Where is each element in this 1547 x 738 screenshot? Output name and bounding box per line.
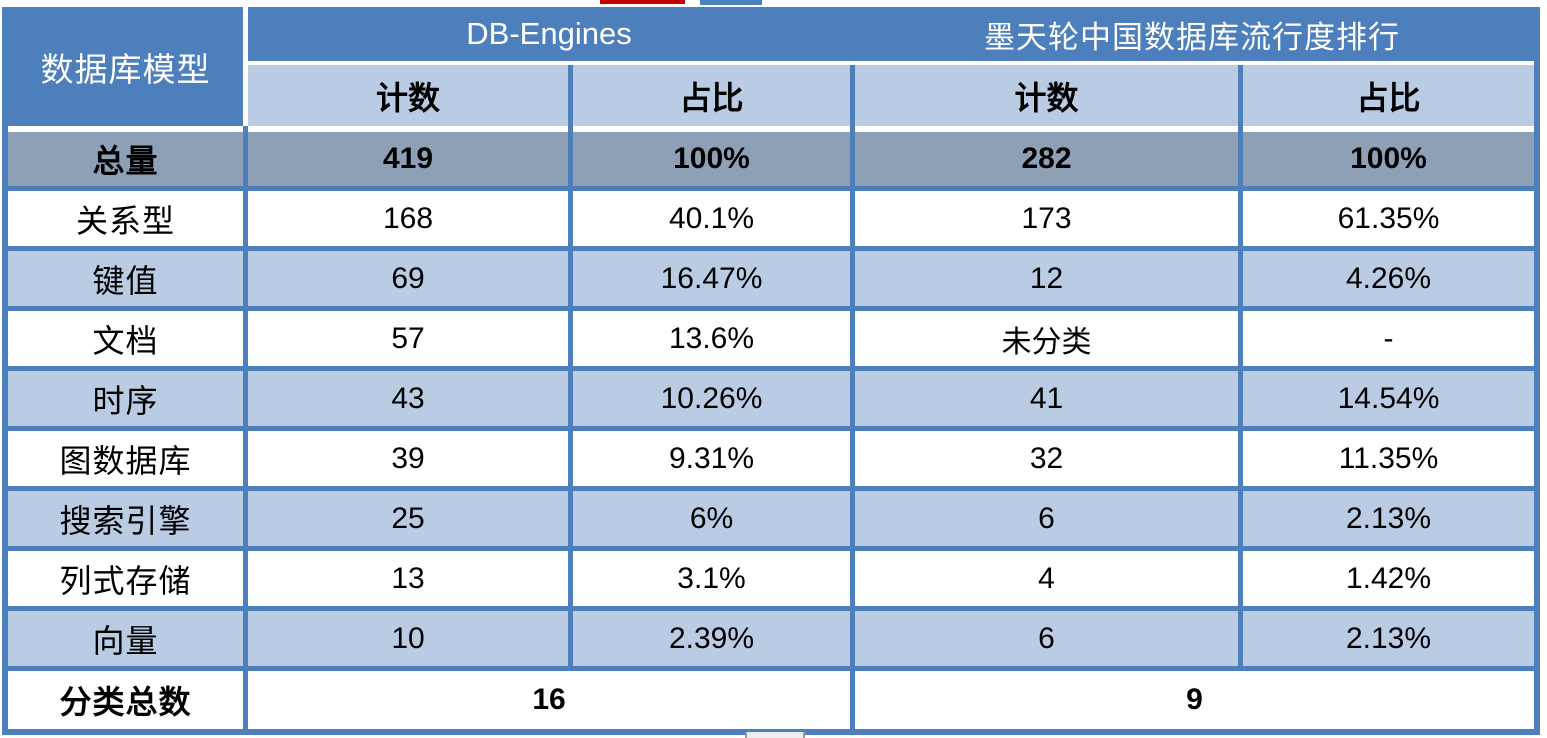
grid-line-segment — [568, 126, 573, 132]
value-cell: 57 — [248, 311, 568, 366]
row-label-cell: 列式存储 — [8, 551, 243, 606]
row-label-cell: 文档 — [8, 311, 243, 366]
footer-modb-category-total: 9 — [855, 671, 1534, 729]
bottom-edge-widget-artifact — [745, 732, 805, 738]
value-cell: 25 — [248, 491, 568, 546]
value-cell: 16.47% — [573, 251, 850, 306]
value-cell: 13 — [248, 551, 568, 606]
value-cell: 2.13% — [1243, 611, 1534, 666]
value-cell: 100% — [1243, 132, 1534, 186]
value-cell: 3.1% — [573, 551, 850, 606]
top-edge-red-artifact — [600, 0, 685, 4]
value-cell: 9.31% — [573, 431, 850, 486]
value-cell: 6% — [573, 491, 850, 546]
header-right-section: DB-Engines 墨天轮中国数据库流行度排行 计数 占比 计数 占比 — [248, 7, 1534, 126]
value-cell: - — [1243, 311, 1534, 366]
value-cell: 6 — [855, 491, 1238, 546]
database-model-comparison-table: 数据库模型 DB-Engines 墨天轮中国数据库流行度排行 计数 占比 计数 … — [2, 7, 1540, 735]
subcolumn-header-row: 计数 占比 计数 占比 — [248, 65, 1534, 126]
value-cell: 2.39% — [573, 611, 850, 666]
grid-line-segment — [243, 126, 248, 132]
value-cell: 6 — [855, 611, 1238, 666]
value-cell: 2.13% — [1243, 491, 1534, 546]
value-cell: 419 — [248, 132, 568, 186]
value-cell: 40.1% — [573, 191, 850, 246]
row-label-cell: 时序 — [8, 371, 243, 426]
group-header-row: DB-Engines 墨天轮中国数据库流行度排行 — [248, 7, 1534, 65]
value-cell: 43 — [248, 371, 568, 426]
value-cell: 282 — [855, 132, 1238, 186]
value-cell: 1.42% — [1243, 551, 1534, 606]
value-cell: 168 — [248, 191, 568, 246]
value-cell: 61.35% — [1243, 191, 1534, 246]
value-cell: 41 — [855, 371, 1238, 426]
table-body: 总量 419 100% 282 100% 关系型 168 40.1% 173 61.35% 键值 69… — [8, 132, 1534, 729]
subheader-db-engines-count: 计数 — [248, 65, 568, 126]
row-label-cell: 关系型 — [8, 191, 243, 246]
value-cell: 69 — [248, 251, 568, 306]
row-label-cell: 图数据库 — [8, 431, 243, 486]
top-edge-blue-artifact — [700, 0, 762, 5]
value-cell: 11.35% — [1243, 431, 1534, 486]
group-header-modb-ranking: 墨天轮中国数据库流行度排行 — [984, 19, 1400, 55]
subheader-db-engines-share: 占比 — [573, 65, 850, 126]
value-cell: 4 — [855, 551, 1238, 606]
row-label-cell: 总量 — [8, 132, 243, 186]
value-cell: 32 — [855, 431, 1238, 486]
grid-line-segment — [850, 126, 855, 132]
value-cell: 12 — [855, 251, 1238, 306]
footer-label-cell: 分类总数 — [8, 671, 243, 729]
footer-db-engines-category-total: 16 — [248, 671, 850, 729]
subheader-modb-share: 占比 — [1243, 65, 1534, 126]
value-cell: 173 — [855, 191, 1238, 246]
row-label-cell: 向量 — [8, 611, 243, 666]
corner-header-cell: 数据库模型 — [8, 7, 248, 126]
value-cell: 14.54% — [1243, 371, 1534, 426]
subheader-modb-count: 计数 — [855, 65, 1238, 126]
header-body-separator — [8, 126, 1534, 132]
grid-line-segment — [1238, 126, 1243, 132]
value-cell: 未分类 — [855, 311, 1238, 366]
row-label-cell: 搜索引擎 — [8, 491, 243, 546]
value-cell: 4.26% — [1243, 251, 1534, 306]
row-label-cell: 键值 — [8, 251, 243, 306]
value-cell: 39 — [248, 431, 568, 486]
value-cell: 13.6% — [573, 311, 850, 366]
value-cell: 10.26% — [573, 371, 850, 426]
value-cell: 100% — [573, 132, 850, 186]
value-cell: 10 — [248, 611, 568, 666]
group-header-db-engines: DB-Engines — [466, 16, 632, 51]
table-header: 数据库模型 DB-Engines 墨天轮中国数据库流行度排行 计数 占比 计数 … — [8, 7, 1534, 126]
